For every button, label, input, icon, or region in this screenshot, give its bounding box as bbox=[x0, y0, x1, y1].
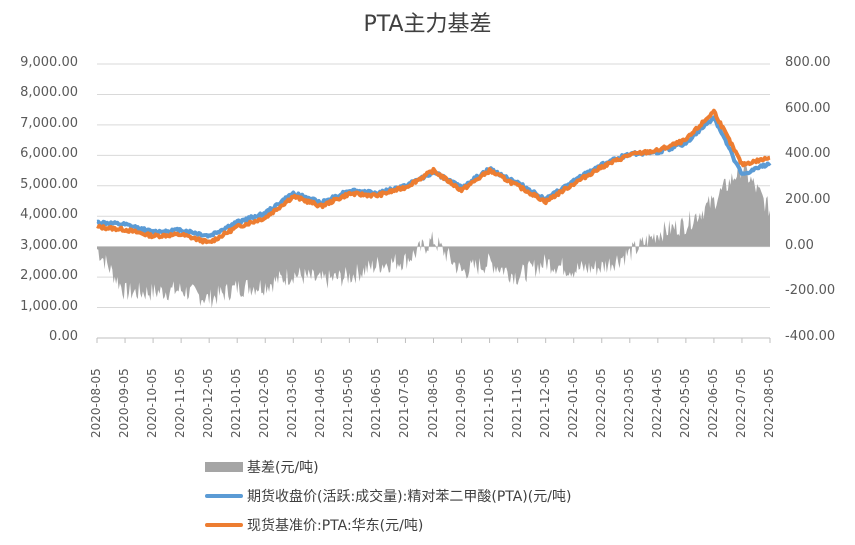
left-y-tick: 1,000.00 bbox=[20, 298, 78, 314]
legend-label-futures: 期货收盘价(活跃:成交量):精对苯二甲酸(PTA)(元/吨) bbox=[247, 488, 572, 505]
right-y-tick: -200.00 bbox=[785, 283, 836, 299]
left-y-tick: 9,000.00 bbox=[20, 55, 78, 70]
left-y-tick: 6,000.00 bbox=[20, 146, 78, 162]
legend-label-spot: 现货基准价:PTA:华东(元/吨) bbox=[247, 517, 424, 534]
right-y-tick: -400.00 bbox=[785, 329, 836, 344]
futures-line-swatch-icon bbox=[205, 493, 243, 498]
right-y-tick: 600.00 bbox=[785, 100, 831, 116]
legend-item-basis: 基差(元/吨) bbox=[205, 452, 571, 481]
left-y-tick: 3,000.00 bbox=[20, 237, 78, 253]
right-y-tick: 0.00 bbox=[785, 237, 814, 253]
spot-line-swatch-icon bbox=[205, 522, 243, 527]
futures-price-line bbox=[96, 115, 772, 239]
spot-price-line bbox=[96, 108, 771, 245]
legend: 基差(元/吨) 期货收盘价(活跃:成交量):精对苯二甲酸(PTA)(元/吨) 现… bbox=[205, 452, 571, 539]
basis-swatch-icon bbox=[205, 461, 243, 472]
left-y-tick: 0.00 bbox=[49, 329, 78, 344]
left-y-tick: 7,000.00 bbox=[20, 115, 78, 131]
chart-title: PTA主力基差 bbox=[363, 12, 492, 37]
legend-label-basis: 基差(元/吨) bbox=[247, 459, 319, 476]
left-y-tick: 8,000.00 bbox=[20, 85, 78, 101]
legend-item-futures: 期货收盘价(活跃:成交量):精对苯二甲酸(PTA)(元/吨) bbox=[205, 481, 571, 510]
right-y-tick: 800.00 bbox=[785, 55, 831, 70]
left-y-tick: 4,000.00 bbox=[20, 207, 78, 223]
right-y-tick: 400.00 bbox=[785, 146, 831, 162]
legend-item-spot: 现货基准价:PTA:华东(元/吨) bbox=[205, 510, 571, 539]
left-y-tick: 5,000.00 bbox=[20, 176, 78, 192]
right-y-tick: 200.00 bbox=[785, 192, 831, 207]
basis-area bbox=[97, 160, 770, 309]
left-y-tick: 2,000.00 bbox=[20, 268, 78, 284]
